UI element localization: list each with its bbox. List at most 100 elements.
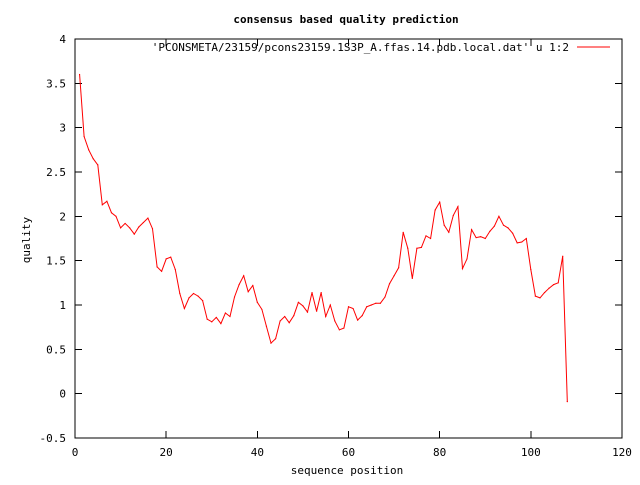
y-tick-label: 3.5 bbox=[46, 77, 66, 90]
data-point bbox=[288, 322, 290, 324]
data-point bbox=[88, 149, 90, 151]
y-tick-label: 3 bbox=[59, 122, 66, 135]
y-tick-label: 0.5 bbox=[46, 343, 66, 356]
data-point bbox=[470, 229, 473, 231]
data-point bbox=[174, 268, 176, 271]
chart-title: consensus based quality prediction bbox=[233, 13, 458, 26]
y-tick-label: 2.5 bbox=[46, 166, 66, 179]
data-point bbox=[375, 302, 377, 304]
data-point bbox=[434, 209, 436, 211]
x-tick-label: 20 bbox=[160, 446, 173, 459]
data-point bbox=[388, 283, 391, 285]
data-point bbox=[284, 315, 286, 318]
data-point bbox=[170, 256, 172, 258]
data-point bbox=[119, 227, 122, 229]
data-point bbox=[557, 282, 559, 284]
data-point bbox=[315, 310, 318, 312]
data-point bbox=[224, 312, 227, 314]
data-point bbox=[151, 228, 154, 230]
data-point bbox=[530, 268, 532, 271]
data-point bbox=[361, 315, 363, 317]
data-point bbox=[238, 284, 240, 286]
y-tick-label: 0 bbox=[59, 388, 66, 401]
data-point bbox=[553, 284, 555, 286]
data-point bbox=[452, 214, 454, 217]
data-point bbox=[243, 275, 245, 277]
x-tick-label: 0 bbox=[72, 446, 79, 459]
data-point bbox=[379, 302, 382, 304]
data-point bbox=[229, 315, 231, 318]
y-tick-label: 4 bbox=[59, 33, 66, 46]
x-tick-label: 60 bbox=[342, 446, 355, 459]
data-point bbox=[211, 321, 213, 323]
data-point bbox=[256, 301, 258, 303]
data-point bbox=[110, 212, 113, 214]
data-point bbox=[543, 291, 546, 294]
data-point bbox=[302, 305, 304, 307]
data-point bbox=[97, 164, 99, 166]
data-point bbox=[461, 268, 464, 270]
y-tick-label: 1.5 bbox=[46, 255, 66, 268]
data-point bbox=[466, 258, 468, 260]
data-point bbox=[411, 277, 413, 279]
data-point bbox=[498, 215, 500, 217]
data-point bbox=[320, 291, 322, 294]
plot-frame bbox=[74, 38, 623, 439]
data-point bbox=[179, 292, 181, 295]
data-point bbox=[306, 311, 309, 313]
data-point bbox=[279, 320, 281, 322]
data-point bbox=[129, 227, 131, 229]
data-point bbox=[420, 246, 423, 248]
data-point bbox=[516, 242, 518, 244]
data-point bbox=[475, 237, 477, 239]
data-point bbox=[329, 304, 331, 306]
data-point bbox=[156, 266, 158, 268]
data-point bbox=[124, 222, 126, 225]
data-point bbox=[202, 299, 204, 302]
data-point bbox=[352, 307, 354, 310]
data-point bbox=[197, 295, 199, 297]
data-point bbox=[566, 401, 568, 403]
data-point bbox=[366, 306, 368, 308]
data-point bbox=[101, 204, 103, 206]
data-point bbox=[548, 287, 550, 289]
data-point bbox=[525, 237, 527, 240]
data-point bbox=[247, 291, 249, 293]
data-point bbox=[489, 230, 491, 233]
data-point bbox=[115, 215, 117, 217]
data-point bbox=[261, 308, 263, 311]
data-point bbox=[443, 224, 445, 226]
data-point bbox=[274, 338, 277, 340]
data-point bbox=[511, 232, 514, 234]
data-point bbox=[502, 224, 505, 226]
data-point bbox=[484, 237, 486, 240]
data-point bbox=[106, 200, 108, 202]
data-point bbox=[293, 315, 295, 317]
data-point bbox=[448, 231, 450, 233]
data-point bbox=[325, 315, 327, 318]
data-point bbox=[183, 307, 185, 310]
data-point bbox=[347, 306, 350, 308]
data-point bbox=[165, 258, 167, 260]
data-series-line bbox=[79, 74, 568, 402]
data-point bbox=[407, 247, 409, 249]
data-point bbox=[343, 327, 345, 329]
data-point bbox=[215, 316, 217, 319]
data-point bbox=[233, 296, 236, 298]
data-point bbox=[297, 301, 299, 303]
data-point bbox=[133, 233, 135, 235]
data-point bbox=[83, 135, 85, 138]
data-point bbox=[398, 267, 400, 269]
legend-label: 'PCONSMETA/23159/pcons23159.1S3P_A.ffas.… bbox=[152, 41, 569, 54]
data-point bbox=[270, 342, 272, 344]
data-point bbox=[439, 201, 441, 203]
data-point bbox=[252, 284, 254, 287]
data-point bbox=[416, 247, 418, 249]
data-point bbox=[493, 225, 495, 227]
x-tick-label: 100 bbox=[521, 446, 541, 459]
data-point bbox=[334, 320, 336, 322]
y-tick-label: 1 bbox=[59, 299, 66, 312]
data-point bbox=[78, 73, 81, 76]
data-point bbox=[521, 241, 523, 243]
